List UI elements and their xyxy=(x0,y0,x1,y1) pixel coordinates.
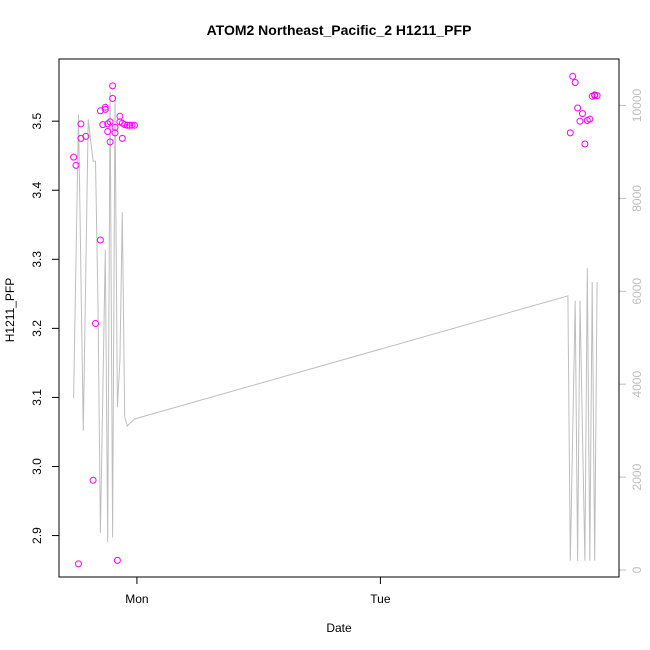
data-point xyxy=(104,128,112,135)
data-point xyxy=(581,140,589,148)
data-point xyxy=(70,153,78,161)
data-point xyxy=(92,320,99,327)
data-point xyxy=(591,92,599,100)
data-point xyxy=(116,112,124,120)
right-axis-tick-label: 2000 xyxy=(630,463,644,490)
data-point xyxy=(123,121,131,129)
right-axis: 0 2000 4000 6000 8000 10000 xyxy=(618,88,644,573)
right-axis-line-series xyxy=(73,91,598,561)
data-point xyxy=(82,132,90,140)
data-point xyxy=(118,134,126,142)
data-point xyxy=(579,110,586,118)
left-axis-tick-label: 2.9 xyxy=(30,527,44,544)
left-axis-point-series xyxy=(70,72,601,568)
data-point xyxy=(111,123,119,131)
right-axis-tick-label: 10000 xyxy=(630,88,644,122)
data-point xyxy=(109,94,117,102)
chart-title: ATOM2 Northeast_Pacific_2 H1211_PFP xyxy=(207,22,472,38)
right-axis-tick-label: 6000 xyxy=(630,278,644,305)
data-point xyxy=(128,121,136,129)
left-axis-tick-label: 3.1 xyxy=(30,389,44,406)
data-point xyxy=(77,120,85,128)
right-axis-tick-label: 0 xyxy=(630,566,644,573)
x-axis-label: Date xyxy=(326,621,352,635)
right-axis-tick-label: 8000 xyxy=(630,185,644,212)
data-point xyxy=(571,79,579,86)
data-point xyxy=(96,236,104,244)
data-point xyxy=(106,118,114,126)
data-point xyxy=(75,560,82,568)
left-axis: 2.9 3.0 3.1 3.2 3.3 3.4 3.5 xyxy=(30,113,59,544)
data-point xyxy=(569,72,577,80)
data-point xyxy=(131,121,138,129)
data-point xyxy=(113,556,121,564)
left-axis-tick-label: 3.3 xyxy=(30,251,44,268)
data-point xyxy=(96,107,104,115)
data-point xyxy=(72,161,80,169)
data-point xyxy=(586,115,594,123)
data-point xyxy=(101,105,109,113)
right-axis-tick-label: 4000 xyxy=(630,371,644,398)
bottom-axis-tick-label: Mon xyxy=(125,592,148,606)
left-axis-tick-label: 3.5 xyxy=(30,113,44,130)
left-axis-tick-label: 3.2 xyxy=(30,320,44,337)
data-point xyxy=(106,138,114,146)
bottom-axis-tick-label: Tue xyxy=(370,592,391,606)
data-point xyxy=(89,476,97,484)
data-point xyxy=(111,129,119,137)
y-axis-label: H1211_PFP xyxy=(3,278,17,342)
bottom-axis: Mon Tue xyxy=(125,577,391,606)
series-line-path xyxy=(73,91,598,561)
data-point xyxy=(109,82,117,90)
plot-frame xyxy=(58,58,620,578)
left-axis-tick-label: 3.4 xyxy=(30,182,44,199)
data-point xyxy=(126,121,134,129)
data-point xyxy=(574,104,582,112)
data-point xyxy=(576,117,584,125)
data-point xyxy=(566,129,574,137)
left-axis-tick-label: 3.0 xyxy=(30,458,44,475)
data-point xyxy=(593,92,601,100)
data-point xyxy=(99,121,107,129)
data-point xyxy=(101,103,109,111)
